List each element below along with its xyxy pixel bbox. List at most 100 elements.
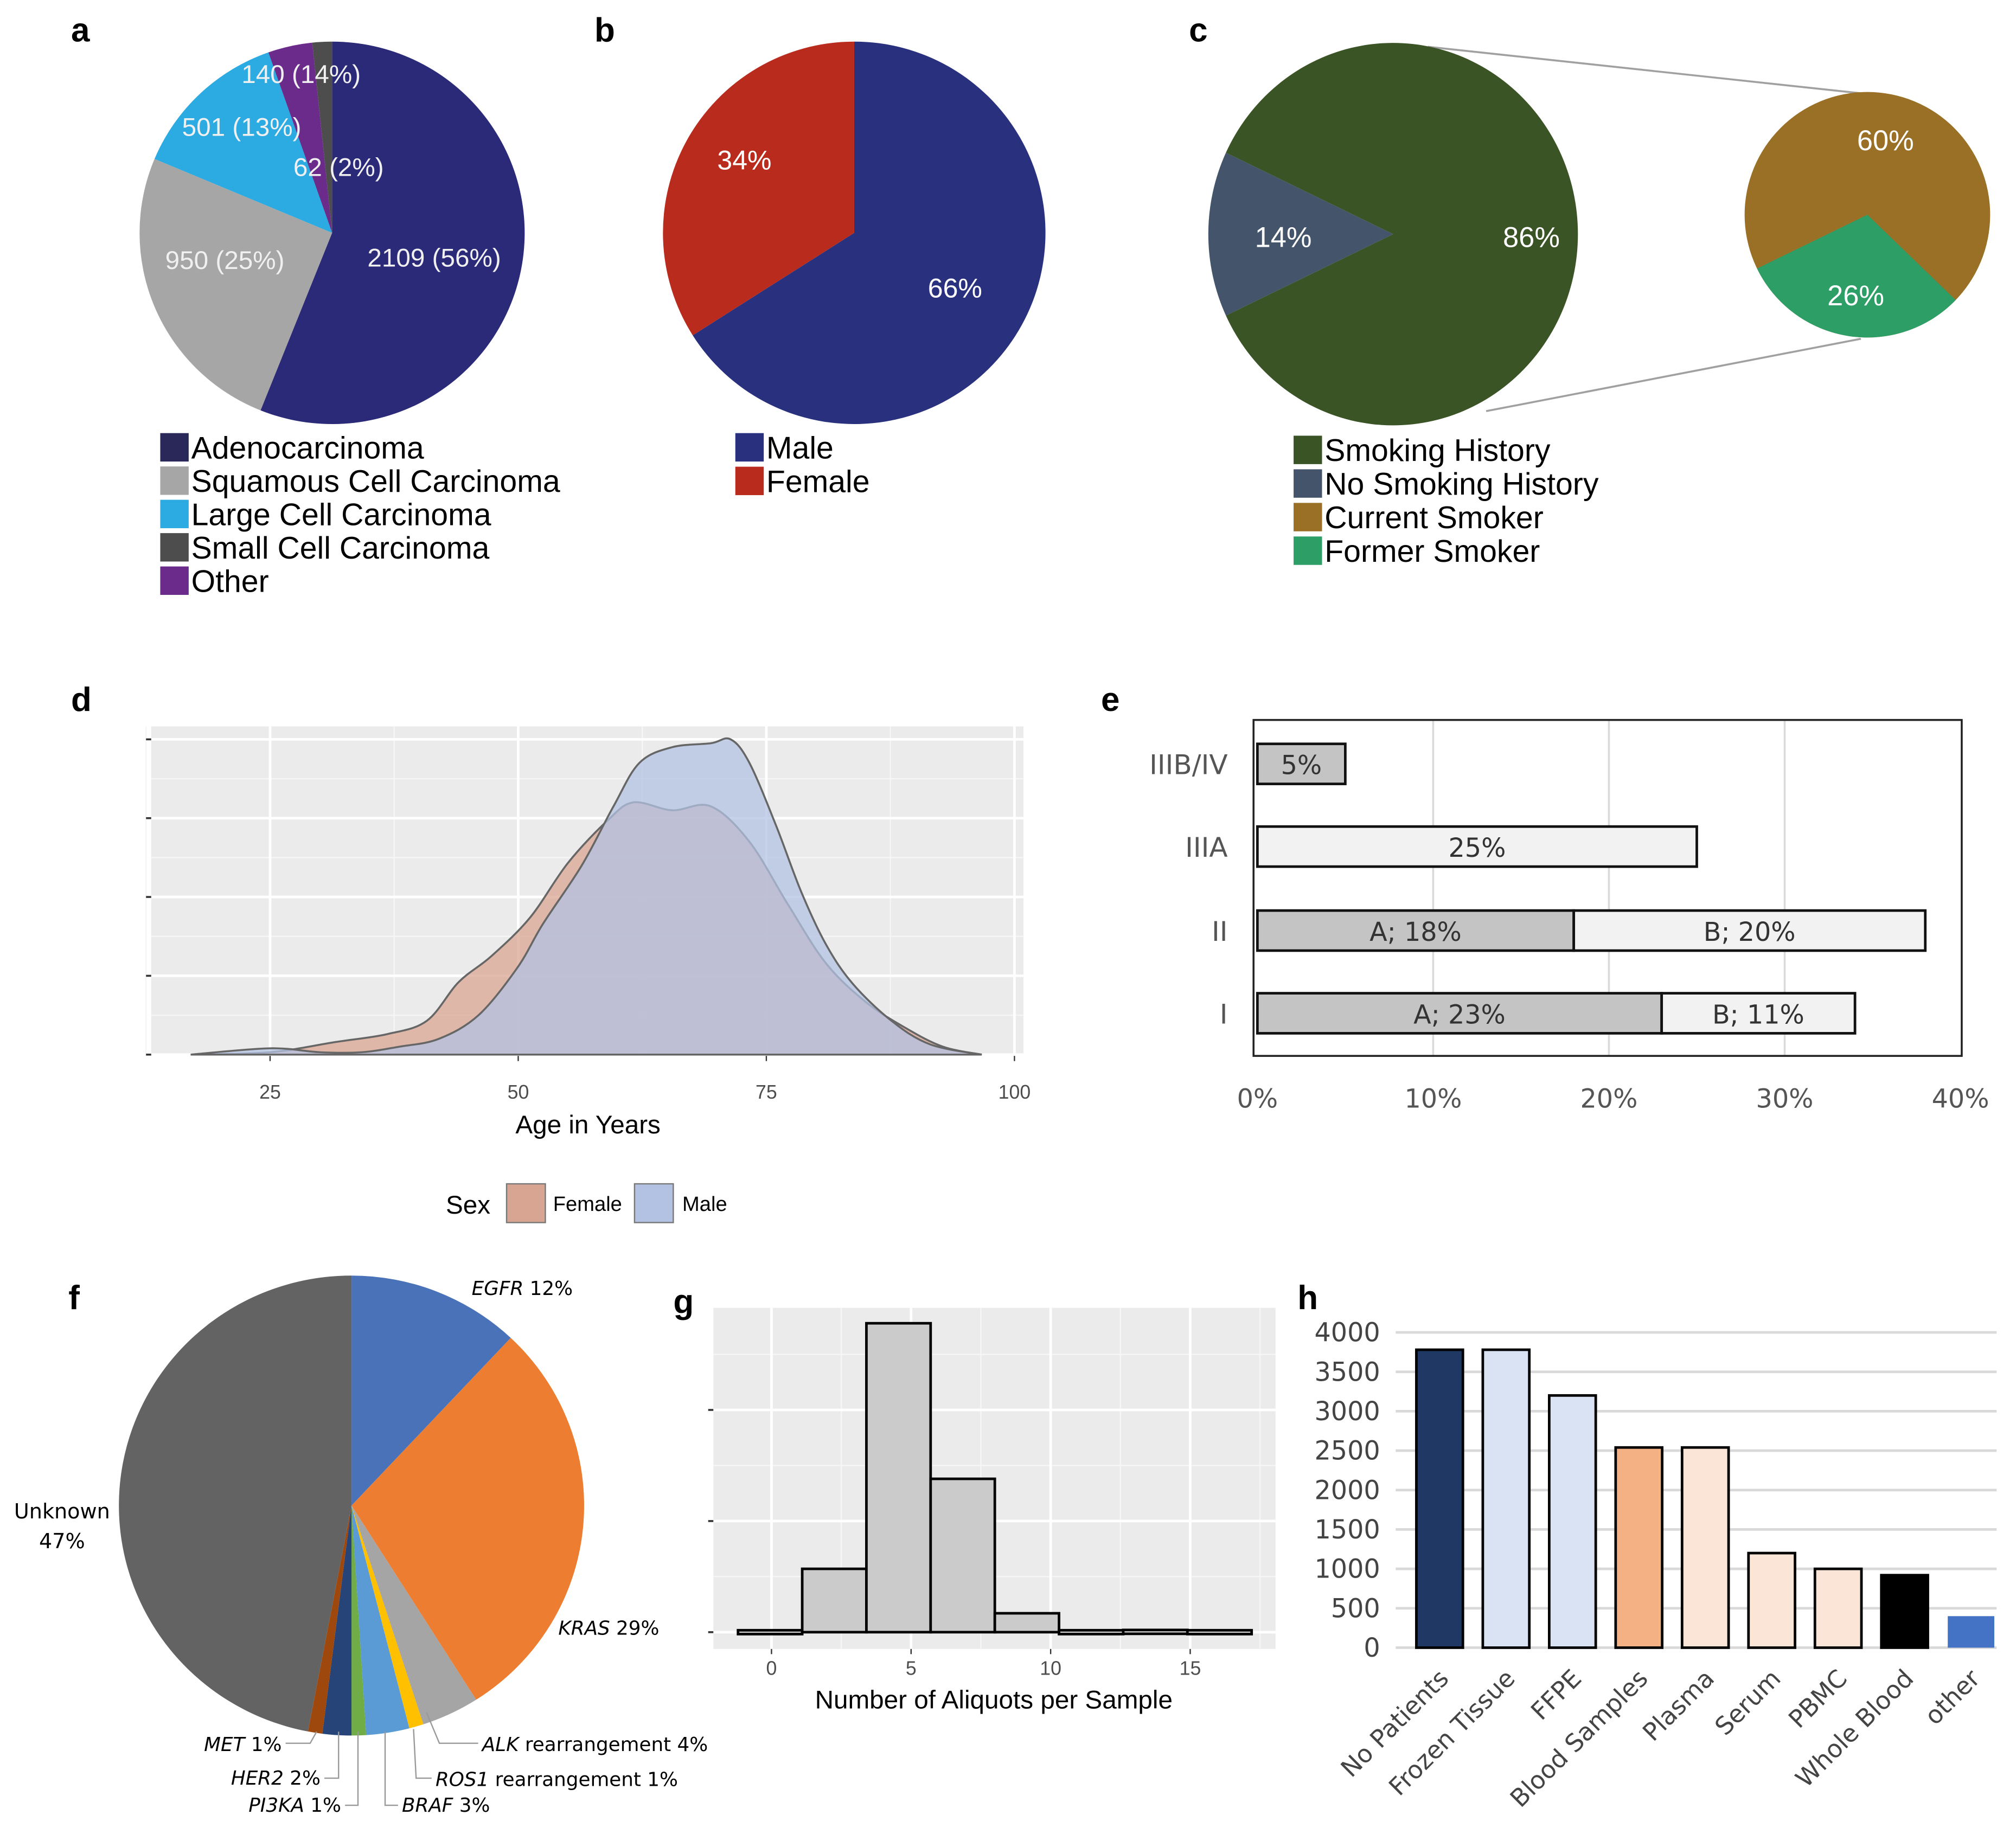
histology-data-label: 140 (14%) bbox=[241, 60, 361, 89]
sample-bar bbox=[1415, 1348, 1464, 1649]
stage-bar-label: A; 18% bbox=[1369, 918, 1462, 947]
leader-line bbox=[345, 1732, 359, 1806]
y-tick-label: 1500 bbox=[1314, 1515, 1380, 1545]
y-tick-label: 0 bbox=[1364, 1633, 1380, 1663]
histogram-bin bbox=[865, 1322, 932, 1634]
sample-bar bbox=[1680, 1446, 1730, 1649]
histogram-bin bbox=[1058, 1628, 1125, 1636]
panel-d-age-density: 25 50 75 100 Age in Years Sex Female Male bbox=[145, 726, 1031, 1223]
x-tick-label: 5 bbox=[906, 1657, 917, 1679]
sample-bar bbox=[1813, 1567, 1863, 1649]
male-density-area bbox=[190, 737, 982, 1056]
x-tick-label: 0% bbox=[1237, 1084, 1278, 1114]
y-tick-label: 3500 bbox=[1314, 1357, 1380, 1387]
x-tick-label: 40% bbox=[1932, 1084, 1989, 1114]
x-tick-label: 10 bbox=[1040, 1657, 1061, 1679]
gene-name: EGFR bbox=[472, 1278, 524, 1300]
gene-percent: 1% bbox=[304, 1794, 341, 1817]
sex-data-label: 34% bbox=[717, 145, 771, 176]
sex-legend-swatch bbox=[735, 433, 764, 462]
leader-line bbox=[285, 1731, 317, 1744]
smoking-legend-swatch bbox=[1294, 536, 1322, 565]
smoking-legend-swatch bbox=[1294, 503, 1322, 531]
histology-legend-swatch bbox=[160, 499, 189, 529]
stage-bar-segment bbox=[1256, 825, 1698, 868]
x-axis-label: Number of Aliquots per Sample bbox=[815, 1685, 1173, 1714]
sample-bar bbox=[1547, 1394, 1597, 1649]
mutation-label: PI3KA 1% bbox=[248, 1794, 341, 1817]
x-tick-label: 10% bbox=[1404, 1084, 1462, 1114]
sex-legend-label: Female bbox=[766, 464, 870, 499]
mutation-slice-4 bbox=[351, 1505, 409, 1735]
mutation-label: MET 1% bbox=[204, 1734, 281, 1756]
male-legend-label: Male bbox=[682, 1192, 727, 1216]
histology-data-label: 62 (2%) bbox=[293, 153, 384, 182]
mutation-slice-3 bbox=[351, 1505, 424, 1729]
x-tick-label: 20% bbox=[1580, 1084, 1638, 1114]
unknown-label: Unknown bbox=[14, 1499, 110, 1523]
gene-name: HER2 bbox=[231, 1767, 284, 1790]
unknown-percent-label: 47% bbox=[39, 1529, 85, 1553]
stage-label: II bbox=[1212, 916, 1228, 947]
histology-data-label: 950 (25%) bbox=[165, 246, 285, 275]
category-label: FFPE bbox=[1525, 1664, 1587, 1726]
sample-bar bbox=[1880, 1574, 1929, 1649]
panel-e-stage-bars: IIIB/IV 5% IIIA 25% II A; 18% B; 20% I A; 23% B; … bbox=[1149, 719, 1989, 1114]
histogram-bin bbox=[1122, 1628, 1189, 1636]
smoking-data-label: 14% bbox=[1255, 222, 1312, 254]
histology-legend-swatch bbox=[160, 533, 189, 562]
histology-data-label: 501 (13%) bbox=[182, 113, 302, 142]
gene-name: ALK bbox=[481, 1734, 520, 1756]
former-smoker-slice bbox=[1757, 215, 1956, 338]
mutation-slice-1 bbox=[351, 1338, 584, 1700]
smoking-slice-0 bbox=[1226, 43, 1578, 426]
panel-f-mutation-pie: EGFR 12% KRAS 29% ALK rearrangement 4% ROS1… bbox=[14, 1275, 708, 1817]
y-tick-label: 4000 bbox=[1314, 1318, 1380, 1348]
stage-label: IIIA bbox=[1185, 832, 1227, 863]
gene-name: ROS1 bbox=[436, 1768, 489, 1791]
category-label: other bbox=[1919, 1664, 1986, 1730]
histogram-bin bbox=[929, 1477, 996, 1634]
gene-name: KRAS bbox=[558, 1618, 610, 1640]
smoking-data-label: 86% bbox=[1503, 222, 1560, 254]
histology-legend-label: Large Cell Carcinoma bbox=[191, 497, 491, 532]
panel-label-e: e bbox=[1101, 681, 1119, 719]
sample-bar bbox=[1481, 1348, 1531, 1649]
stage-bar-segment bbox=[1256, 742, 1347, 785]
gene-percent: 3% bbox=[453, 1794, 490, 1817]
stage-bar-segment bbox=[1256, 909, 1576, 952]
connector-line bbox=[1428, 46, 1861, 94]
smoking-legend-label: Smoking History bbox=[1324, 433, 1551, 468]
smoking-legend-swatch bbox=[1294, 469, 1322, 498]
sex-data-label: 66% bbox=[928, 273, 982, 303]
x-tick-label: 30% bbox=[1756, 1084, 1814, 1114]
sample-bar bbox=[1747, 1551, 1796, 1649]
y-tick-label: 2500 bbox=[1314, 1437, 1380, 1466]
y-tick-label: 2000 bbox=[1314, 1476, 1380, 1505]
histology-legend-label: Small Cell Carcinoma bbox=[191, 531, 490, 566]
sex-slice-1 bbox=[663, 41, 854, 336]
stage-label: I bbox=[1220, 999, 1228, 1030]
legend-title: Sex bbox=[446, 1191, 490, 1220]
gene-percent: rearrangement 4% bbox=[519, 1734, 708, 1756]
x-tick-label: 50 bbox=[508, 1081, 529, 1103]
histology-slice-0 bbox=[260, 41, 525, 425]
histology-slice-1 bbox=[139, 159, 332, 411]
histology-data-label: 2109 (56%) bbox=[367, 243, 501, 272]
sex-legend-label: Male bbox=[766, 431, 834, 465]
leader-line bbox=[413, 1729, 432, 1779]
gene-name: PI3KA bbox=[248, 1794, 304, 1817]
sex-legend-swatch bbox=[735, 466, 764, 496]
mutation-label: KRAS 29% bbox=[558, 1618, 659, 1640]
histology-slice-4 bbox=[312, 41, 332, 233]
leader-line bbox=[324, 1732, 340, 1779]
mutation-label: HER2 2% bbox=[231, 1767, 321, 1790]
category-label: Whole Blood bbox=[1790, 1664, 1919, 1793]
x-axis-label: Age in Years bbox=[515, 1111, 661, 1139]
y-tick-label: 3000 bbox=[1314, 1397, 1380, 1427]
panel-label-d: d bbox=[71, 681, 92, 719]
panel-label-f: f bbox=[68, 1279, 80, 1317]
